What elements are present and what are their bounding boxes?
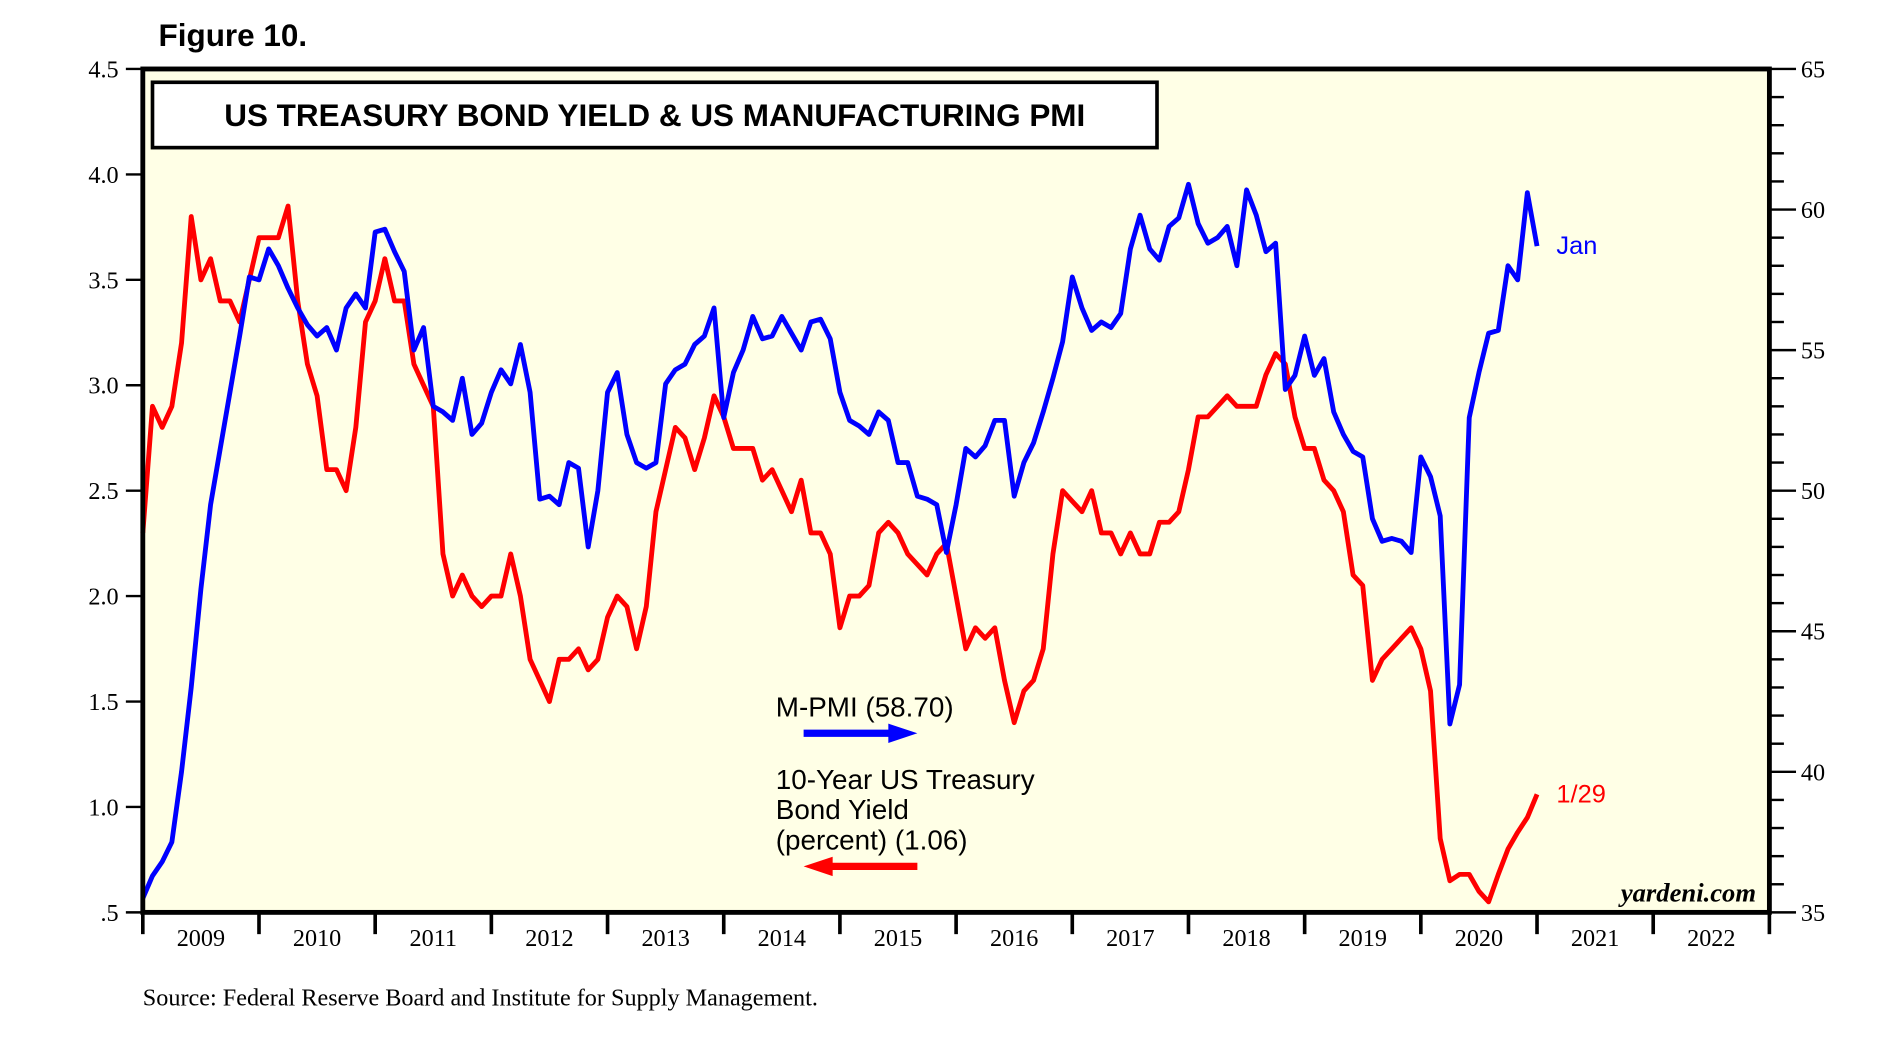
x-axis-tick-label: 2017 — [1106, 925, 1154, 952]
right-axis-tick-label: 40 — [1801, 759, 1825, 786]
right-axis-tick-label: 50 — [1801, 478, 1825, 505]
x-axis-tick-label: 2018 — [1222, 925, 1270, 952]
series-layer — [140, 181, 1540, 905]
pmi-series-line — [140, 181, 1540, 900]
x-axis-tick-label: 2014 — [758, 925, 806, 952]
left-axis-tick-label: 4.0 — [88, 162, 118, 189]
x-axis-tick-label: 2022 — [1687, 925, 1735, 952]
pmi-end-label: Jan — [1556, 232, 1597, 260]
left-axis-tick-label: 2.0 — [88, 584, 118, 611]
left-axis-tick-label: .5 — [100, 900, 118, 927]
right-axis-tick-label: 45 — [1801, 619, 1825, 646]
pmi-legend-label: M-PMI (58.70) — [776, 691, 954, 722]
yield-legend-line-2: Bond Yield — [776, 794, 909, 825]
x-axis-tick-label: 2021 — [1571, 925, 1619, 952]
x-axis-tick-label: 2019 — [1339, 925, 1387, 952]
left-axis-tick-label: 3.0 — [88, 373, 118, 400]
source-note: Source: Federal Reserve Board and Instit… — [143, 985, 818, 1012]
right-axis-tick-label: 60 — [1801, 197, 1825, 224]
right-axis-tick-label: 55 — [1801, 338, 1825, 365]
left-axis-tick-label: 2.5 — [88, 478, 118, 505]
yield-series-line — [140, 203, 1540, 905]
x-axis-tick-label: 2010 — [293, 925, 341, 952]
right-axis-tick-label: 65 — [1801, 56, 1825, 83]
chart-title-box — [150, 80, 1159, 150]
left-axis-tick-label: 1.0 — [88, 794, 118, 821]
axes: .5 1.0 1.5 2.0 2.5 3.0 3.5 4.0 4.5 35 40 45 50 55 60 65… — [88, 56, 1825, 952]
x-axis-tick-label: 2011 — [410, 925, 457, 952]
x-axis-tick-label: 2015 — [874, 925, 922, 952]
left-axis-tick-label: 1.5 — [88, 689, 118, 716]
left-axis-tick-label: 3.5 — [88, 267, 118, 294]
x-axis-tick-label: 2020 — [1455, 925, 1503, 952]
right-axis-tick-label: 35 — [1801, 900, 1825, 927]
x-axis-tick-label: 2009 — [177, 925, 225, 952]
yield-legend-line-1: 10-Year US Treasury — [776, 764, 1035, 795]
left-axis-tick-label: 4.5 — [88, 56, 118, 83]
figure-label: Figure 10. — [159, 18, 308, 53]
yield-legend-arrow-left-icon — [803, 856, 918, 877]
x-axis-tick-label: 2016 — [990, 925, 1038, 952]
x-axis-tick-label: 2012 — [525, 925, 573, 952]
chart-title: US TREASURY BOND YIELD & US MANUFACTURIN… — [224, 98, 1085, 133]
yield-end-label: 1/29 — [1556, 780, 1605, 808]
yield-legend-line-3: (percent) (1.06) — [776, 824, 968, 855]
x-axis-tick-label: 2013 — [641, 925, 689, 952]
watermark: yardeni.com — [1618, 877, 1756, 907]
pmi-legend-arrow-right-icon — [803, 723, 918, 743]
